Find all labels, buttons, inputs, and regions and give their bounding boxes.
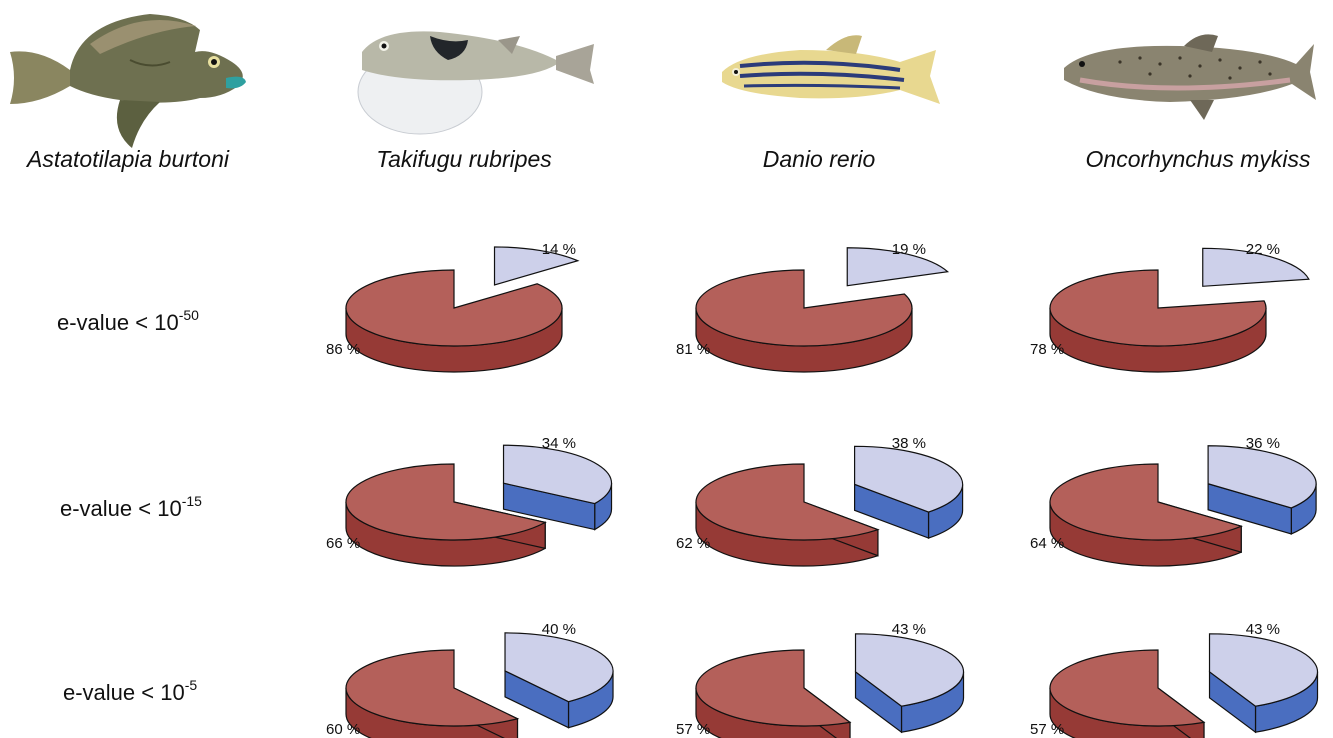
pie-label-major: 86 % (326, 341, 360, 358)
species-name-2: Takifugu rubripes (376, 146, 552, 172)
pie-chart: 38 % 62 % (676, 435, 964, 567)
pie-slice-major (695, 649, 852, 738)
pie-label-major: 57 % (676, 721, 710, 738)
pie-chart: 43 % 57 % (676, 621, 965, 738)
pie-slice-minor (502, 444, 613, 531)
pie-slice-minor (854, 633, 965, 734)
rainbow-trout-icon (1064, 34, 1316, 120)
pie-slice-minor (504, 632, 614, 729)
cichlid-fish-icon (10, 14, 246, 148)
pie-label-major: 62 % (676, 535, 710, 552)
pie-label-major: 60 % (326, 721, 360, 738)
pie-label-major: 78 % (1030, 341, 1064, 358)
pie-label-minor: 40 % (542, 621, 576, 638)
pufferfish-icon (357, 31, 594, 135)
zebrafish-icon (722, 35, 940, 104)
pie-slice-major (1049, 463, 1244, 567)
pie-label-minor: 36 % (1246, 435, 1280, 452)
pie-slice-minor (846, 247, 950, 287)
pie-label-minor: 43 % (1246, 621, 1280, 638)
row-label-3: e-value < 10-5 (63, 677, 197, 705)
pie-label-major: 66 % (326, 535, 360, 552)
pie-label-major: 81 % (676, 341, 710, 358)
pie-chart: 22 % 78 % (1030, 241, 1310, 373)
pie-label-minor: 34 % (542, 435, 576, 452)
pie-slice-minor (853, 445, 964, 539)
pie-slice-major (1049, 269, 1267, 373)
pie-chart: 43 % 57 % (1030, 621, 1319, 738)
pie-label-minor: 43 % (892, 621, 926, 638)
pie-label-minor: 19 % (892, 241, 926, 258)
pie-slice-minor (1208, 633, 1319, 734)
pie-slice-major (345, 649, 520, 738)
pie-label-minor: 14 % (542, 241, 576, 258)
pie-slice-minor (493, 246, 580, 286)
pie-slice-major (1049, 649, 1206, 738)
species-name-4: Oncorhynchus mykiss (1086, 146, 1311, 172)
pie-charts: 14 % 86 % 19 % 81 % 22 % 78 % 34 % 66 % 38 % 62 %… (326, 241, 1319, 738)
pie-slice-major (695, 269, 913, 373)
pie-label-major: 57 % (1030, 721, 1064, 738)
pie-label-minor: 22 % (1246, 241, 1280, 258)
pie-chart: 14 % 86 % (326, 241, 580, 373)
pie-slice-minor (1202, 247, 1310, 287)
pie-chart: 19 % 81 % (676, 241, 950, 373)
pie-chart: 40 % 60 % (326, 621, 614, 738)
pie-slice-minor (1207, 445, 1317, 535)
pie-label-major: 64 % (1030, 535, 1064, 552)
row-label-1: e-value < 10-50 (57, 307, 199, 335)
pie-slice-major (695, 463, 880, 567)
pie-chart: 36 % 64 % (1030, 435, 1317, 567)
pie-slice-major (345, 463, 547, 567)
pie-chart: 34 % 66 % (326, 435, 613, 567)
species-name-3: Danio rerio (763, 146, 876, 172)
pie-slice-major (345, 269, 563, 373)
species-name-1: Astatotilapia burtoni (25, 146, 230, 172)
row-label-2: e-value < 10-15 (60, 493, 202, 521)
pie-label-minor: 38 % (892, 435, 926, 452)
